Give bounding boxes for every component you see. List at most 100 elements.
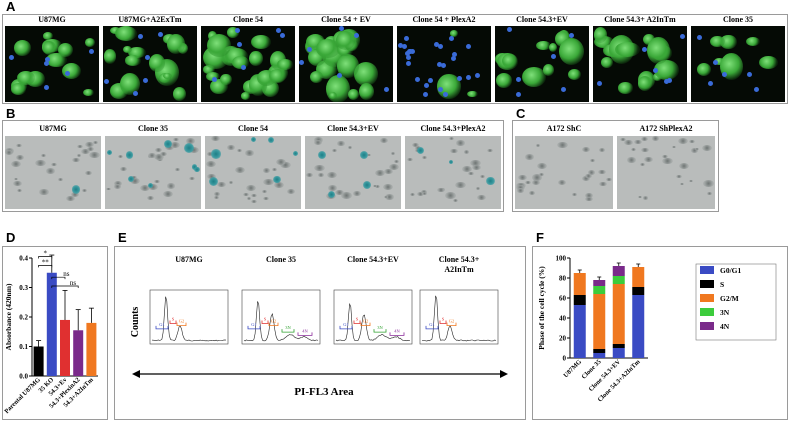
cell	[15, 155, 24, 161]
cell	[358, 82, 374, 100]
bar	[86, 322, 97, 376]
gate-label: 4N	[302, 328, 308, 333]
significance-bracket	[51, 285, 79, 289]
histogram-curve	[335, 302, 411, 342]
gate-label: 3N	[285, 325, 291, 330]
cell	[374, 169, 385, 176]
cell	[703, 180, 714, 187]
gate-marker	[155, 325, 169, 330]
cell	[88, 151, 100, 159]
nucleus	[337, 72, 343, 78]
cell	[206, 34, 232, 58]
y-tick-label: 40	[559, 315, 567, 323]
cell	[336, 54, 360, 78]
gate-marker	[339, 325, 353, 330]
cell	[167, 183, 176, 189]
cell	[516, 184, 526, 190]
cell	[86, 146, 94, 151]
panel-d-label: D	[6, 230, 16, 245]
cell	[406, 157, 413, 162]
stained-cell	[416, 147, 424, 155]
gate-label: G2	[449, 319, 455, 324]
cell	[383, 184, 393, 191]
panel-b-image-title: Clone 54.3+EV	[327, 124, 379, 133]
cell	[13, 178, 18, 181]
gate-marker	[247, 325, 261, 330]
nucleus	[465, 43, 471, 49]
x-axis-label: PI-FL3 Area	[294, 386, 354, 398]
cell	[71, 192, 80, 197]
cell	[275, 158, 286, 165]
cell	[637, 76, 652, 91]
fluorescence-micrograph	[103, 26, 197, 102]
stained-cell	[128, 175, 135, 182]
gate-marker	[373, 329, 387, 333]
legend-swatch	[700, 294, 714, 302]
histogram-curve	[243, 301, 319, 342]
nucleus	[142, 77, 148, 83]
stacked-bar-segment	[593, 294, 606, 349]
cell	[335, 189, 345, 196]
cell	[214, 192, 220, 196]
brightfield-micrograph	[305, 136, 401, 209]
stained-cell	[328, 191, 336, 199]
cell	[117, 155, 123, 159]
fluorescence-micrograph	[495, 26, 589, 102]
cell	[558, 37, 585, 65]
cell	[139, 185, 150, 192]
panel-b-image-title: Clone 35	[138, 124, 168, 133]
cell	[467, 171, 475, 176]
cell	[531, 174, 543, 181]
bar	[33, 346, 44, 376]
cell	[640, 137, 648, 142]
legend-label: 4N	[720, 322, 730, 331]
stacked-bar-segment	[612, 266, 625, 276]
y-tick-label: 80	[559, 275, 567, 283]
cell	[605, 177, 612, 182]
cell	[422, 192, 427, 195]
cell	[313, 164, 325, 172]
stacked-bar-segment	[573, 273, 586, 295]
fluorescence-micrograph	[397, 26, 491, 102]
cell	[614, 42, 640, 58]
histogram-frame	[241, 289, 321, 345]
cell	[206, 152, 214, 157]
histogram-title: Clone 54.3+EV	[347, 255, 399, 264]
cell	[203, 64, 215, 74]
cell	[536, 40, 551, 51]
cell	[411, 142, 420, 148]
nucleus	[383, 87, 389, 93]
cell	[85, 38, 96, 48]
nucleus	[569, 32, 574, 38]
cell	[662, 157, 673, 165]
cell	[240, 92, 250, 100]
cell	[590, 159, 595, 162]
cell	[106, 187, 112, 191]
cell	[422, 156, 428, 160]
cell	[243, 192, 250, 197]
gate-marker	[281, 329, 295, 333]
cell	[46, 53, 67, 68]
cell	[85, 141, 94, 148]
cell	[542, 64, 554, 77]
panel-a-image-title: Clone 54	[233, 15, 263, 24]
cell	[51, 162, 57, 166]
cell	[353, 62, 379, 87]
cell	[517, 188, 525, 193]
nucleus	[666, 78, 672, 84]
stacked-bar-segment	[632, 267, 645, 287]
cell	[477, 195, 487, 201]
cell	[637, 195, 643, 199]
cell	[336, 31, 355, 50]
cell	[57, 177, 63, 181]
cell	[581, 146, 591, 152]
nucleus	[722, 72, 728, 78]
cell	[644, 156, 654, 163]
y-axis-label: Phase of the cell cycle (%)	[537, 266, 546, 350]
brightfield-micrograph	[515, 136, 613, 209]
cell	[11, 83, 26, 95]
cell	[452, 199, 458, 203]
cell	[745, 36, 760, 47]
nucleus	[405, 54, 411, 60]
cell	[185, 138, 196, 144]
